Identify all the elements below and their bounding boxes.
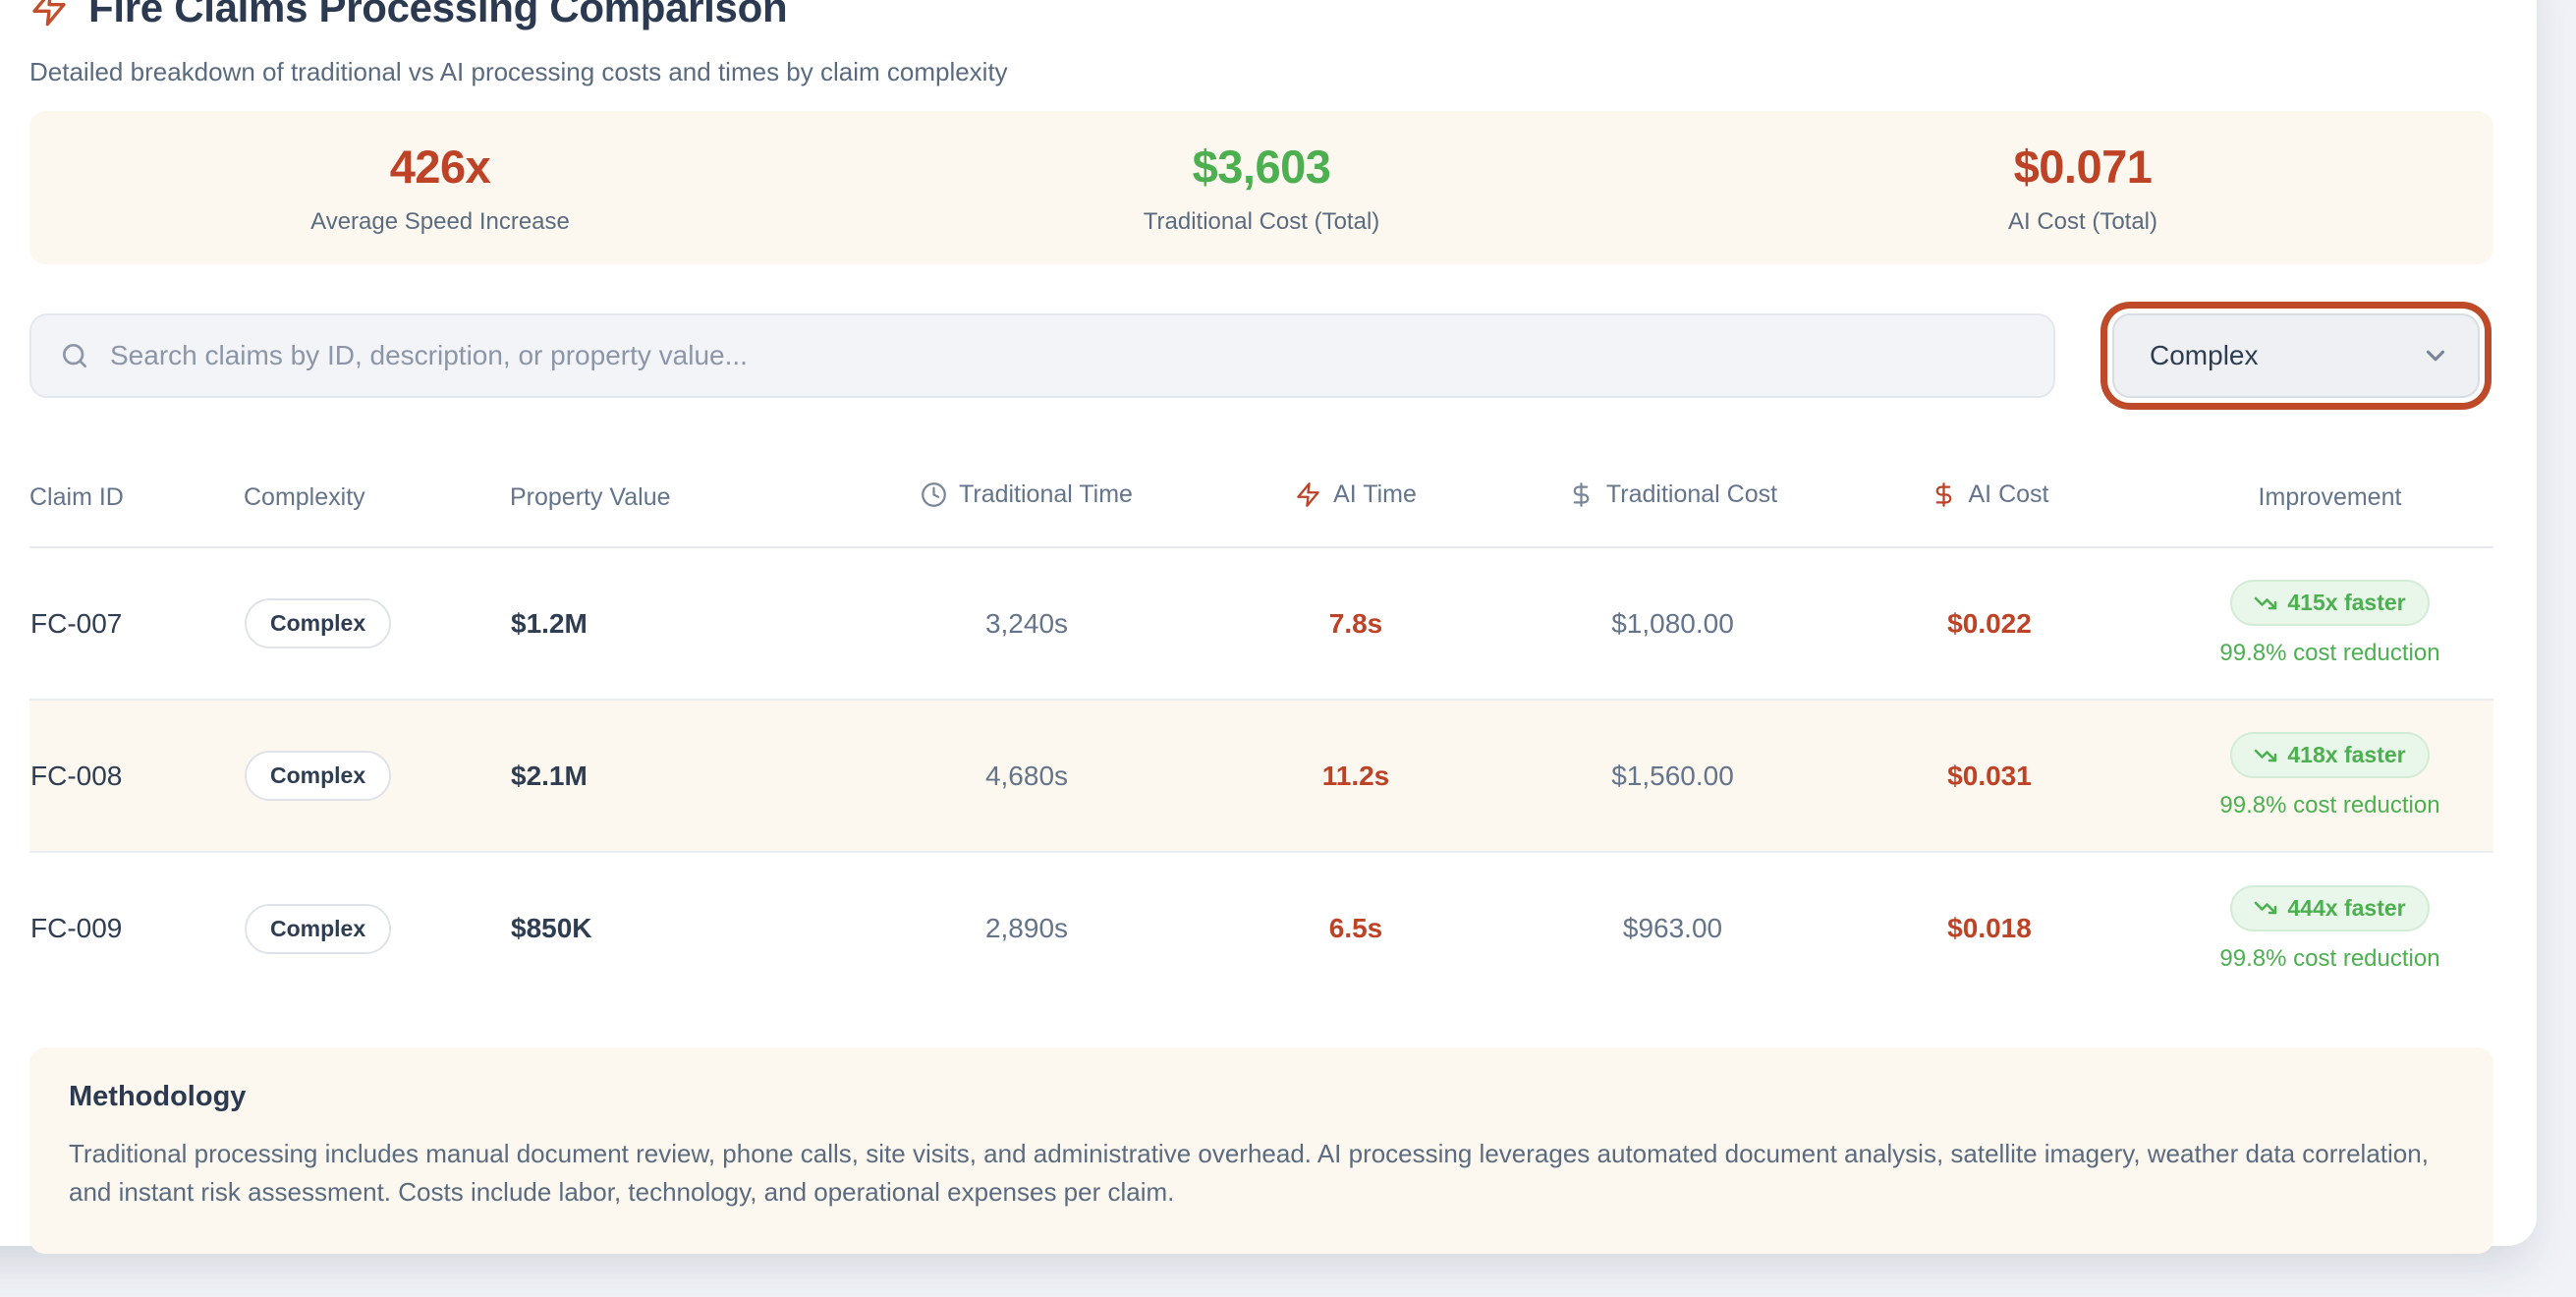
- methodology-heading: Methodology: [69, 1081, 247, 1113]
- table-row: FC-008 Complex $2.1M 4,680s 11.2s $1,560…: [29, 700, 2493, 854]
- trending-down-icon: [2255, 749, 2277, 762]
- stat-ai-cost-total: $0.071 AI Cost (Total): [1672, 140, 2493, 236]
- ai-cost-cell: $0.031: [1813, 700, 2166, 854]
- complexity-cell: Complex: [244, 700, 510, 854]
- column-header-complexity: Complexity: [244, 451, 510, 549]
- chevron-down-icon: [2426, 350, 2445, 362]
- complexity-filter-select[interactable]: Complex: [2112, 313, 2480, 399]
- stats-banner: 426x Average Speed Increase $3,603 Tradi…: [29, 111, 2493, 265]
- stat-label: Traditional Cost (Total): [1143, 208, 1380, 236]
- improvement-cell: 415x faster 99.8% cost reduction: [2166, 547, 2493, 702]
- dollar-icon: [1935, 482, 1951, 508]
- column-header-property-value: Property Value: [510, 451, 874, 549]
- search-box[interactable]: [29, 313, 2055, 399]
- traditional-time-cell: 2,890s: [984, 913, 1069, 944]
- column-header-traditional-cost: Traditional Cost: [1533, 451, 1813, 549]
- traditional-cost-cell: $1,560.00: [1533, 700, 1813, 854]
- trending-down-icon: [2255, 902, 2277, 915]
- zap-icon: [32, 0, 66, 27]
- claims-table: Claim ID Complexity Property Value Tradi…: [29, 451, 2493, 1004]
- claim-id-cell: FC-009: [30, 913, 123, 944]
- complexity-badge: Complex: [245, 598, 392, 649]
- cost-reduction-label: 99.8% cost reduction: [2219, 944, 2440, 972]
- stat-traditional-cost-total: $3,603 Traditional Cost (Total): [851, 140, 1672, 236]
- page-header: Fire Claims Processing Comparison: [29, 0, 2493, 31]
- complexity-cell: Complex: [244, 852, 510, 1004]
- property-value-cell: $1.2M: [510, 547, 874, 702]
- column-header-ai-cost: AI Cost: [1813, 451, 2166, 549]
- column-header-claim-id: Claim ID: [29, 451, 244, 549]
- table-header-row: Claim ID Complexity Property Value Tradi…: [29, 451, 2493, 549]
- complexity-badge: Complex: [245, 903, 392, 954]
- improvement-cell: 418x faster 99.8% cost reduction: [2166, 700, 2493, 854]
- ai-time-cell: 7.8s: [1179, 547, 1533, 702]
- methodology-panel: Methodology Traditional processing inclu…: [29, 1047, 2493, 1255]
- ai-cost-cell: $0.018: [1947, 913, 2032, 944]
- page-subtitle: Detailed breakdown of traditional vs AI …: [29, 57, 1008, 87]
- complexity-cell: Complex: [244, 547, 510, 702]
- column-header-ai-time: AI Time: [1179, 451, 1533, 549]
- trending-down-icon: [2255, 596, 2277, 610]
- property-value-cell: $2.1M: [510, 700, 874, 854]
- traditional-time-cell: 4,680s: [874, 700, 1179, 854]
- stat-speed-increase: 426x Average Speed Increase: [29, 140, 851, 236]
- speed-badge: 418x faster: [2230, 732, 2430, 779]
- selected-filter-value: Complex: [2150, 340, 2259, 371]
- page-content: Fire Claims Processing Comparison Detail…: [29, 0, 2493, 1255]
- table-row: FC-009 Complex $850K 2,890s 6.5s $963.00…: [29, 852, 2493, 1004]
- column-header-improvement: Improvement: [2166, 451, 2493, 549]
- stat-label: Average Speed Increase: [310, 208, 570, 236]
- speed-badge: 415x faster: [2230, 580, 2430, 627]
- claim-id-cell: FC-008: [29, 700, 244, 854]
- traditional-time-cell: 3,240s: [874, 547, 1179, 702]
- stat-value: $0.071: [2013, 141, 2153, 194]
- cost-reduction-label: 99.8% cost reduction: [2219, 792, 2440, 819]
- controls-row: Complex: [29, 313, 2493, 399]
- table-row: FC-007 Complex $1.2M 3,240s 7.8s $1,080.…: [29, 547, 2493, 702]
- dollar-icon: [1573, 482, 1590, 508]
- stat-value: 426x: [389, 141, 491, 194]
- property-value-cell: $850K: [511, 913, 592, 944]
- stat-label: AI Cost (Total): [2007, 208, 2158, 236]
- claim-id-cell: FC-007: [29, 547, 244, 702]
- traditional-cost-cell: $963.00: [1622, 913, 1723, 944]
- ai-cost-cell: $0.022: [1813, 547, 2166, 702]
- methodology-text: Traditional processing includes manual d…: [69, 1139, 2429, 1207]
- zap-icon: [1297, 482, 1319, 508]
- ai-time-cell: 11.2s: [1179, 700, 1533, 854]
- search-icon: [63, 344, 86, 368]
- cost-reduction-label: 99.8% cost reduction: [2219, 640, 2440, 667]
- improvement-cell: 444x faster 99.8% cost reduction: [2166, 852, 2493, 1004]
- search-input[interactable]: [108, 339, 2026, 373]
- speed-badge: 444x faster: [2230, 884, 2430, 931]
- stat-value: $3,603: [1192, 141, 1331, 194]
- column-header-traditional-time: Traditional Time: [874, 451, 1179, 549]
- page-title: Fire Claims Processing Comparison: [88, 0, 788, 30]
- clock-icon: [922, 482, 946, 508]
- complexity-badge: Complex: [245, 751, 392, 802]
- traditional-cost-cell: $1,080.00: [1533, 547, 1813, 702]
- ai-time-cell: 6.5s: [1328, 913, 1383, 944]
